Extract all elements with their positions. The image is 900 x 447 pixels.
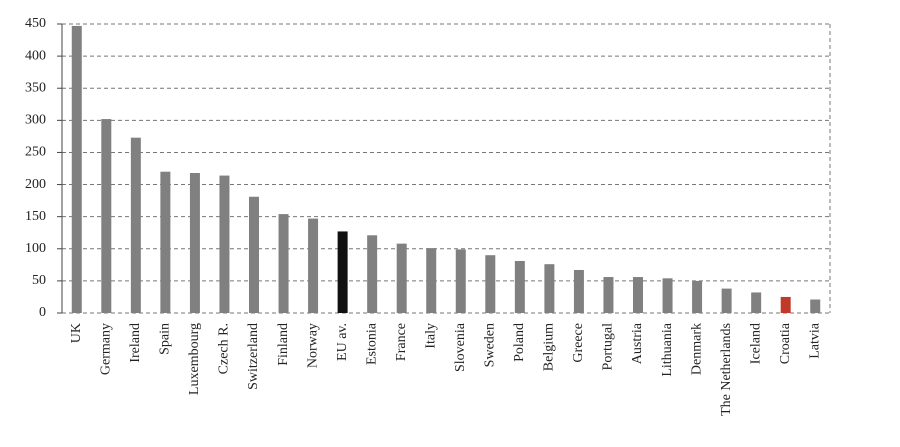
bar — [71, 25, 82, 313]
x-tick-label: Italy — [423, 323, 438, 349]
bar — [396, 243, 407, 313]
bar — [160, 171, 171, 313]
bar — [455, 249, 466, 313]
bar — [780, 296, 791, 313]
bar — [426, 248, 437, 313]
y-tick-label: 450 — [25, 16, 46, 31]
bar — [308, 218, 319, 313]
x-tick-label: Greece — [571, 323, 586, 363]
x-tick-label: Luxembourg — [187, 323, 202, 395]
x-tick-label: EU av. — [335, 323, 350, 361]
x-tick-label: Croatia — [778, 322, 793, 364]
bar — [485, 255, 496, 313]
bar — [751, 292, 762, 313]
x-tick-label: Estonia — [364, 322, 379, 365]
bar — [367, 235, 378, 313]
x-tick-label: Portugal — [601, 323, 616, 371]
y-tick-label: 300 — [25, 113, 46, 128]
x-tick-label: Sweden — [483, 323, 498, 367]
y-tick-label: 250 — [25, 145, 46, 160]
bar — [662, 278, 673, 313]
x-tick-label: Austria — [630, 322, 645, 364]
bar — [337, 231, 348, 313]
x-tick-label: Norway — [305, 323, 320, 368]
x-tick-label: UK — [69, 323, 84, 343]
x-tick-label: Switzerland — [246, 323, 261, 390]
x-tick-label: Germany — [99, 323, 114, 375]
x-tick-label: Poland — [512, 323, 527, 362]
bar — [692, 280, 703, 313]
bar — [603, 277, 614, 313]
y-tick-label: 0 — [39, 305, 46, 320]
x-tick-label: Spain — [158, 323, 173, 355]
x-tick-label: Ireland — [128, 323, 143, 363]
x-tick-label: Finland — [276, 323, 291, 366]
bar — [219, 175, 230, 313]
bar — [810, 299, 821, 313]
y-tick-label: 200 — [25, 177, 46, 192]
bar — [278, 214, 289, 313]
y-tick-label: 100 — [25, 241, 46, 256]
bar — [721, 288, 732, 313]
bar — [573, 269, 584, 313]
x-tick-label: Lithuania — [660, 322, 675, 376]
y-tick-label: 350 — [25, 80, 46, 95]
x-tick-label: Slovenia — [453, 322, 468, 372]
y-tick-label: 150 — [25, 209, 46, 224]
x-tick-label: Czech R. — [217, 323, 232, 374]
x-tick-label: Denmark — [689, 323, 704, 375]
bar — [544, 264, 555, 313]
bar — [633, 277, 643, 313]
bar — [101, 119, 112, 313]
y-tick-label: 50 — [32, 273, 46, 288]
x-tick-label: Belgium — [542, 323, 557, 371]
bar — [249, 196, 259, 313]
bar — [130, 137, 141, 313]
y-tick-label: 400 — [25, 48, 46, 63]
x-tick-label: Iceland — [748, 323, 763, 364]
bar — [189, 172, 200, 313]
x-tick-label: France — [394, 323, 409, 361]
x-tick-label: Latvia — [807, 322, 822, 359]
bar — [514, 260, 525, 313]
x-tick-label: The Netherlands — [719, 323, 734, 416]
